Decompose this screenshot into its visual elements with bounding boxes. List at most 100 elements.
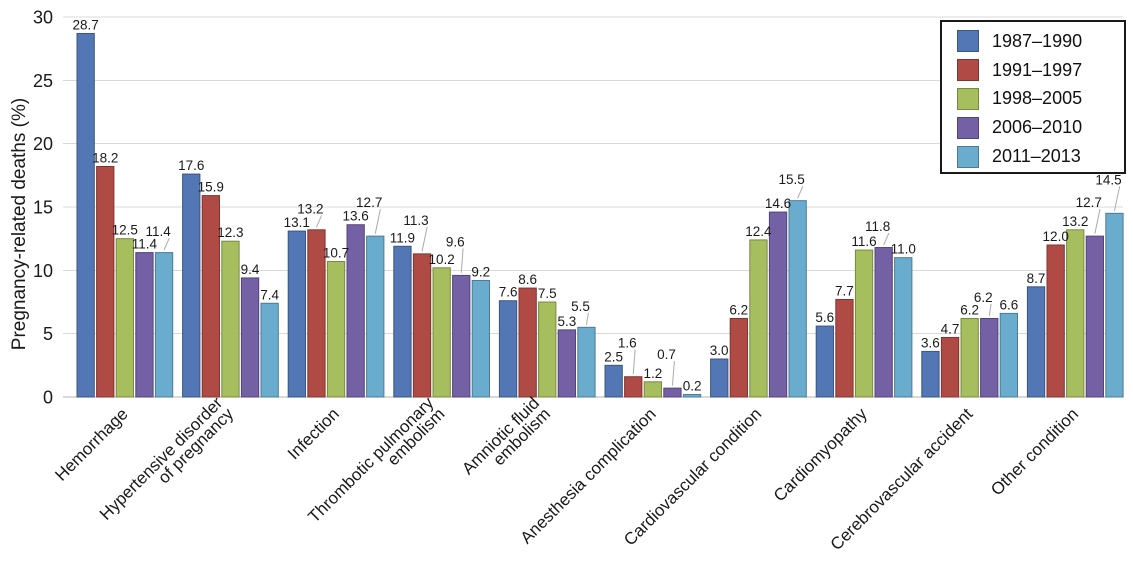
label-leader-line <box>585 312 589 325</box>
value-label: 13.2 <box>1062 214 1088 229</box>
bar <box>980 317 999 398</box>
label-leader-line <box>671 361 675 386</box>
value-label: 9.6 <box>446 234 465 249</box>
bar <box>346 224 365 398</box>
value-label: 12.0 <box>1043 229 1069 244</box>
bar <box>260 302 279 398</box>
value-label: 7.7 <box>835 284 854 299</box>
bar <box>749 239 768 398</box>
value-label: 1.2 <box>644 366 663 381</box>
legend: 1987–1990 1991–1997 1998–2005 2006–2010 2011… <box>940 20 1126 174</box>
y-tick-label: 10 <box>33 261 53 281</box>
legend-item: 1998–2005 <box>942 85 1124 114</box>
bar <box>604 364 623 398</box>
value-label: 13.2 <box>297 201 323 216</box>
label-leader-line <box>460 248 464 273</box>
value-label: 3.0 <box>710 343 729 358</box>
bar <box>287 230 307 398</box>
label-leader-line <box>632 349 636 375</box>
label-leader-line <box>421 226 428 252</box>
value-label: 0.7 <box>657 347 676 362</box>
legend-label: 1998–2005 <box>992 88 1083 109</box>
value-label: 7.6 <box>499 285 518 300</box>
value-label: 9.2 <box>471 265 490 280</box>
x-category-label: Hemorrhage <box>51 404 131 484</box>
legend-item: 2011–2013 <box>942 142 1124 171</box>
bar <box>432 267 451 398</box>
bar <box>471 279 491 398</box>
x-category-label: Amniotic fluidembolism <box>458 393 554 489</box>
bar <box>1026 286 1046 398</box>
value-label: 8.6 <box>518 272 537 287</box>
y-tick-label: 30 <box>33 8 53 28</box>
bar <box>768 211 788 398</box>
value-label: 7.4 <box>260 287 279 302</box>
legend-swatch <box>957 87 979 110</box>
value-label: 3.6 <box>921 335 940 350</box>
x-category-label: Cardiomyopathy <box>770 404 871 505</box>
x-category-label: Infection <box>284 404 343 463</box>
bar <box>1085 235 1104 398</box>
bar <box>940 336 960 398</box>
bar <box>76 32 95 398</box>
bar <box>412 253 432 398</box>
bar <box>663 387 682 398</box>
y-tick-label: 25 <box>33 71 53 91</box>
label-leader-line <box>883 232 890 246</box>
value-label: 11.8 <box>865 219 890 234</box>
value-label: 6.2 <box>960 303 979 318</box>
value-label: 5.3 <box>558 314 577 329</box>
value-label: 6.6 <box>1000 297 1019 312</box>
value-label: 4.7 <box>941 322 960 337</box>
value-label: 15.5 <box>778 172 804 187</box>
value-label: 14.5 <box>1095 172 1121 187</box>
bar <box>577 326 596 398</box>
value-label: 11.0 <box>891 242 916 257</box>
value-label: 12.5 <box>112 223 138 238</box>
label-leader-line <box>374 208 381 234</box>
value-label: 8.7 <box>1027 271 1046 286</box>
legend-swatch <box>957 30 979 53</box>
bar <box>854 249 874 398</box>
value-label: 14.6 <box>765 196 791 211</box>
value-label: 11.4 <box>132 237 158 252</box>
bar <box>788 200 807 398</box>
bar <box>366 235 385 398</box>
value-label: 10.2 <box>428 252 454 267</box>
label-leader-line <box>797 185 804 199</box>
bar <box>518 287 537 398</box>
y-tick-label: 20 <box>33 134 53 154</box>
value-label: 12.7 <box>1076 195 1102 210</box>
bar <box>960 317 979 398</box>
bar <box>1046 244 1065 398</box>
value-label: 6.2 <box>729 303 748 318</box>
value-label: 17.6 <box>178 158 204 173</box>
value-label: 1.6 <box>618 336 637 351</box>
y-tick-label: 0 <box>43 388 53 408</box>
bar <box>221 240 240 398</box>
y-axis-title: Pregnancy-related deaths (%) <box>9 97 30 351</box>
value-label: 18.2 <box>92 151 118 166</box>
bar <box>815 325 835 398</box>
bar <box>307 229 326 398</box>
bar <box>538 301 557 398</box>
label-leader-line <box>988 303 992 317</box>
value-label: 11.6 <box>851 234 876 249</box>
label-leader-line <box>315 215 323 228</box>
bar <box>557 329 577 398</box>
value-label: 10.7 <box>323 246 349 261</box>
value-label: 5.5 <box>571 299 590 314</box>
legend-item: 2006–2010 <box>942 113 1124 142</box>
value-label: 2.5 <box>604 349 623 364</box>
legend-label: 1987–1990 <box>992 30 1083 51</box>
bar <box>393 245 412 398</box>
legend-label: 2011–2013 <box>992 146 1081 167</box>
legend-item: 1991–1997 <box>942 56 1124 85</box>
value-label: 6.2 <box>974 290 993 305</box>
legend-swatch <box>957 145 979 168</box>
bar <box>154 252 174 398</box>
value-label: 12.4 <box>745 224 772 239</box>
x-category-label: Other condition <box>987 404 1082 499</box>
bar <box>96 165 115 398</box>
